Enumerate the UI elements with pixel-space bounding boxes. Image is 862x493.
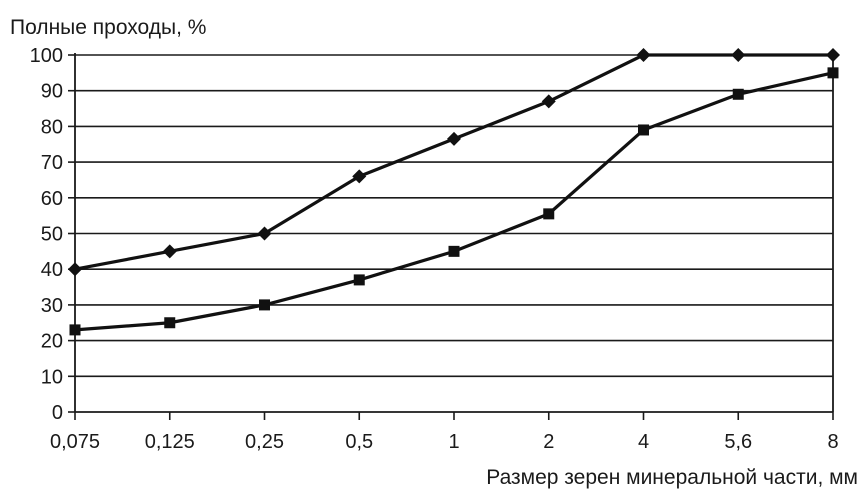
y-tick-label-70: 70 bbox=[41, 152, 63, 174]
y-tick-label-80: 80 bbox=[41, 116, 63, 138]
series-1-point bbox=[68, 262, 82, 277]
grid-lines bbox=[75, 54, 833, 378]
x-tick-label: 2 bbox=[543, 431, 554, 453]
series-1-point bbox=[162, 244, 177, 259]
series-1-point bbox=[541, 94, 556, 109]
x-tick-label: 0,075 bbox=[50, 431, 100, 453]
x-tick-label: 8 bbox=[827, 431, 838, 453]
series-1-point bbox=[447, 131, 461, 146]
y-tick-label-30: 30 bbox=[41, 295, 63, 317]
x-axis-title: Размер зерен минеральной части, мм bbox=[486, 466, 858, 489]
y-tick-label-40: 40 bbox=[41, 259, 63, 281]
x-tick-label: 1 bbox=[448, 431, 459, 453]
series-2-point bbox=[827, 67, 839, 79]
y-tick-labels: 0 10 20 30 40 50 60 70 80 90 100 bbox=[30, 45, 63, 424]
y-tick-label-0: 0 bbox=[52, 402, 63, 424]
series-2 bbox=[69, 67, 839, 336]
x-tick-label: 0,125 bbox=[145, 431, 195, 453]
x-tick-label: 0,25 bbox=[245, 431, 284, 453]
y-tick-label-20: 20 bbox=[41, 331, 63, 353]
x-tick-label: 0,5 bbox=[345, 431, 373, 453]
series-2-point bbox=[638, 124, 649, 136]
series-2-point bbox=[448, 245, 460, 257]
series-2-point bbox=[732, 88, 744, 100]
series-2-point bbox=[543, 208, 555, 220]
series-1-point bbox=[731, 48, 746, 62]
series-1-point bbox=[257, 226, 272, 241]
series-2-point bbox=[259, 299, 270, 311]
series-1-point bbox=[352, 169, 367, 184]
series-1-point bbox=[826, 48, 840, 62]
y-tick-label-90: 90 bbox=[41, 81, 63, 103]
series-1 bbox=[68, 48, 840, 277]
y-tick-label-100: 100 bbox=[30, 45, 63, 67]
series-2-line bbox=[74, 71, 834, 332]
series-2-point bbox=[164, 317, 176, 329]
data-series bbox=[68, 48, 840, 336]
x-tick-label: 4 bbox=[638, 431, 649, 453]
y-axis-title: Полные проходы, % bbox=[10, 16, 206, 39]
series-1-point bbox=[636, 48, 651, 62]
axes bbox=[68, 53, 834, 420]
y-tick-label-10: 10 bbox=[41, 366, 63, 388]
x-tick-labels: 0,075 0,125 0,25 0,5 1 2 4 5,6 8 bbox=[50, 431, 839, 453]
series-2-point bbox=[353, 274, 365, 286]
x-tick-label: 5,6 bbox=[724, 431, 752, 453]
y-tick-label-60: 60 bbox=[41, 188, 63, 210]
series-2-point bbox=[69, 324, 81, 336]
y-tick-label-50: 50 bbox=[41, 224, 63, 246]
